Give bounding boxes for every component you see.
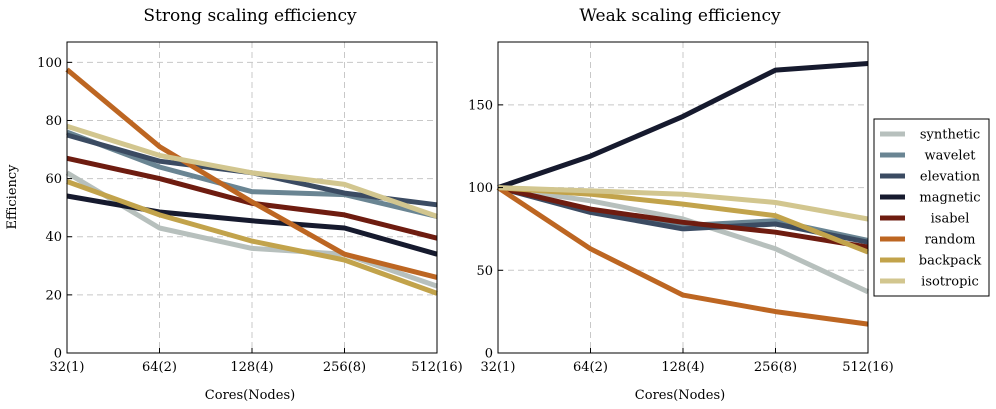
legend-label: backpack: [919, 254, 982, 269]
series-line-random: [65, 67, 438, 280]
y-tick-label: 150: [468, 98, 493, 113]
y-tick-label: 100: [37, 56, 62, 71]
legend-label: magnetic: [919, 191, 980, 206]
x-tick-label: 256(8): [754, 360, 797, 375]
x-tick-label: 128(4): [661, 360, 704, 375]
series-line-backpack: [66, 179, 438, 296]
legend-box: [873, 118, 990, 297]
legend-label: isabel: [931, 212, 970, 227]
series-line-isabel: [497, 185, 869, 250]
x-tick-label: 512(16): [411, 360, 463, 375]
series-line-isotropic: [66, 123, 438, 219]
series-line-wavelet: [66, 129, 438, 219]
y-tick-label: 60: [45, 172, 62, 187]
series-line-random: [496, 185, 869, 327]
legend: synthetic wavelet elevation magnetic isabel r…: [873, 118, 990, 297]
strong-scaling-chart: Strong scaling efficiency Cores(Nodes) E…: [5, 6, 463, 403]
x-tick-label: 128(4): [230, 360, 273, 375]
series-line-synthetic: [65, 170, 438, 289]
x-tick-label: 256(8): [323, 360, 366, 375]
y-tick-label: 0: [485, 347, 493, 362]
weak-scaling-chart: Weak scaling efficiency Cores(Nodes) 32(…: [468, 6, 894, 403]
chart-title: Strong scaling efficiency: [143, 6, 357, 26]
y-tick-label: 20: [45, 288, 62, 303]
legend-label: wavelet: [925, 149, 977, 164]
x-tick-label: 512(16): [842, 360, 894, 375]
x-axis-label: Cores(Nodes): [635, 388, 725, 403]
legend-label: random: [925, 233, 976, 248]
y-tick-label: 100: [468, 181, 493, 196]
x-tick-label: 32(1): [50, 360, 85, 375]
series-line-synthetic: [497, 185, 870, 295]
series-line-magnetic: [497, 61, 869, 190]
legend-label: isotropic: [921, 275, 979, 290]
y-tick-label: 0: [54, 347, 62, 362]
legend-label: synthetic: [920, 128, 980, 143]
y-tick-label: 50: [476, 264, 493, 279]
series-line-magnetic: [66, 193, 438, 257]
x-axis-label: Cores(Nodes): [205, 388, 295, 403]
x-tick-label: 32(1): [481, 360, 516, 375]
chart-title: Weak scaling efficiency: [579, 6, 781, 26]
series-line-isotropic: [497, 185, 869, 222]
x-tick-label: 64(2): [573, 360, 608, 375]
legend-label: elevation: [920, 170, 981, 185]
y-axis-label: Efficiency: [5, 164, 20, 230]
x-tick-label: 64(2): [142, 360, 177, 375]
y-tick-label: 80: [45, 114, 62, 129]
y-tick-label: 40: [45, 230, 62, 245]
